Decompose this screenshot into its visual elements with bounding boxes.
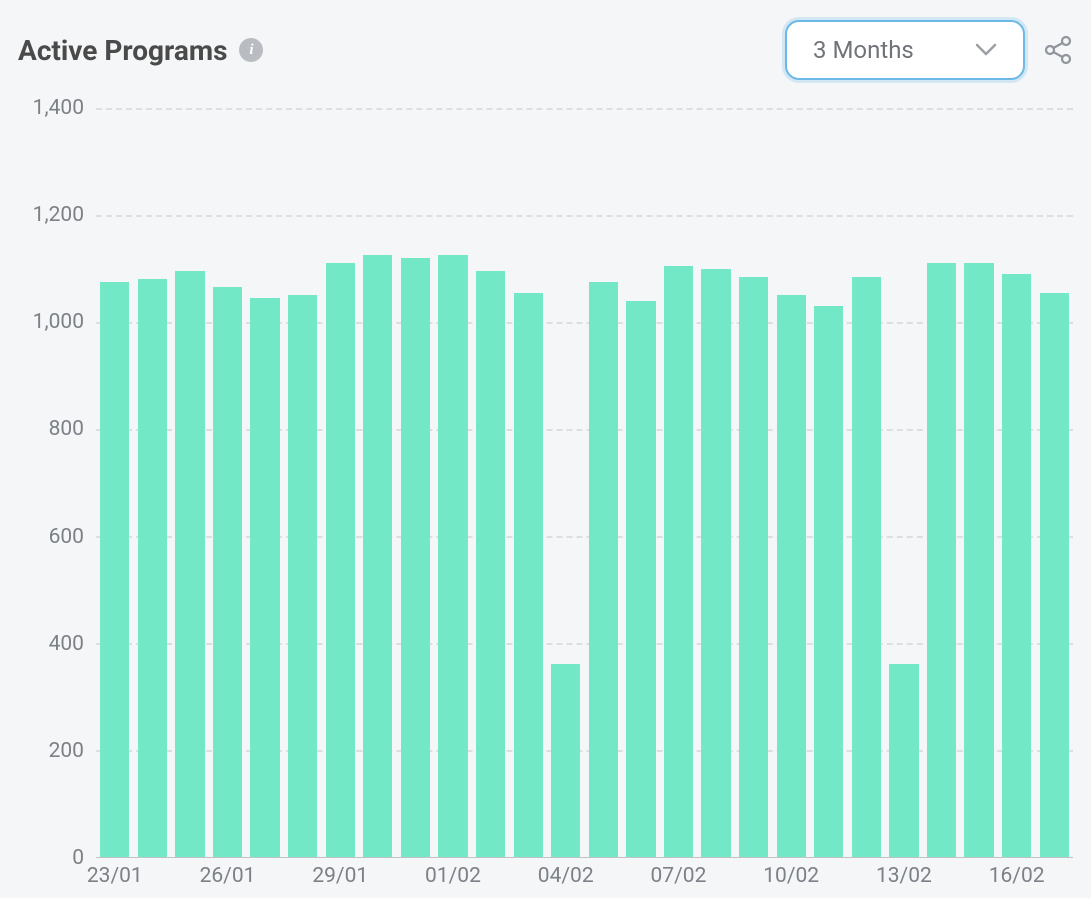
bar[interactable] <box>476 271 505 857</box>
chevron-down-icon <box>975 43 997 57</box>
bar-slot <box>246 108 284 857</box>
widget-title: Active Programs <box>18 34 227 67</box>
x-tick-label: 29/01 <box>312 864 368 888</box>
timerange-dropdown[interactable]: 3 Months <box>785 20 1025 80</box>
info-icon[interactable]: i <box>239 38 263 62</box>
bar-slot <box>923 108 961 857</box>
x-tick-label: 23/01 <box>87 864 143 888</box>
bar-slot <box>998 108 1036 857</box>
bar[interactable] <box>701 269 730 858</box>
bar[interactable] <box>814 306 843 857</box>
x-tick-label: 13/02 <box>876 864 932 888</box>
x-tick-label: 26/01 <box>200 864 256 888</box>
bar[interactable] <box>626 301 655 857</box>
bar-slot <box>171 108 209 857</box>
bar-slot <box>321 108 359 857</box>
bar[interactable] <box>100 282 129 857</box>
title-container: Active Programs i <box>18 34 263 67</box>
y-tick-label: 1,400 <box>33 96 84 120</box>
bar-slot <box>1035 108 1073 857</box>
bar[interactable] <box>777 295 806 857</box>
bar[interactable] <box>326 263 355 857</box>
bar-slot <box>284 108 322 857</box>
bar-slot <box>885 108 923 857</box>
bar[interactable] <box>964 263 993 857</box>
bar-slot <box>434 108 472 857</box>
bar-slot <box>397 108 435 857</box>
y-tick-label: 0 <box>72 846 84 870</box>
bar-slot <box>472 108 510 857</box>
bar[interactable] <box>1040 293 1069 857</box>
bar-slot <box>772 108 810 857</box>
y-tick: 1,400 <box>18 96 96 120</box>
bar[interactable] <box>927 263 956 857</box>
y-tick-label: 1,000 <box>33 310 84 334</box>
chart-area: 02004006008001,0001,2001,400 23/0126/012… <box>18 108 1073 898</box>
bar-slot <box>359 108 397 857</box>
header-actions: 3 Months <box>785 20 1073 80</box>
plot-area <box>96 108 1073 858</box>
bar[interactable] <box>852 277 881 857</box>
bar[interactable] <box>889 664 918 857</box>
y-axis: 02004006008001,0001,2001,400 <box>18 108 96 858</box>
bar[interactable] <box>138 279 167 857</box>
y-tick-label: 600 <box>49 525 84 549</box>
x-tick-label: 10/02 <box>763 864 819 888</box>
y-tick: 0 <box>18 846 96 870</box>
x-tick-label: 01/02 <box>425 864 481 888</box>
bars-container <box>96 108 1073 857</box>
bar-slot <box>660 108 698 857</box>
y-tick-label: 800 <box>49 417 84 441</box>
bar[interactable] <box>551 664 580 857</box>
bar[interactable] <box>401 258 430 857</box>
share-icon[interactable] <box>1043 35 1073 65</box>
bar[interactable] <box>175 271 204 857</box>
bar-slot <box>697 108 735 857</box>
bar[interactable] <box>514 293 543 857</box>
widget-header: Active Programs i 3 Months <box>18 20 1073 80</box>
bar-slot <box>209 108 247 857</box>
bar[interactable] <box>213 287 242 857</box>
bar[interactable] <box>288 295 317 857</box>
bar-slot <box>735 108 773 857</box>
bar-slot <box>848 108 886 857</box>
y-tick-label: 200 <box>49 739 84 763</box>
y-tick: 600 <box>18 525 96 549</box>
active-programs-widget: Active Programs i 3 Months 020 <box>0 0 1091 895</box>
x-tick-label: 04/02 <box>538 864 594 888</box>
bar-slot <box>960 108 998 857</box>
bar[interactable] <box>363 255 392 857</box>
x-tick-label: 07/02 <box>651 864 707 888</box>
bar-slot <box>134 108 172 857</box>
y-tick: 200 <box>18 739 96 763</box>
bar-slot <box>96 108 134 857</box>
bar-slot <box>622 108 660 857</box>
y-tick: 800 <box>18 417 96 441</box>
bar[interactable] <box>739 277 768 857</box>
timerange-label: 3 Months <box>813 36 914 64</box>
bar-slot <box>585 108 623 857</box>
bar-slot <box>810 108 848 857</box>
bar[interactable] <box>664 266 693 857</box>
y-tick: 1,200 <box>18 203 96 227</box>
bar[interactable] <box>438 255 467 857</box>
y-tick-label: 400 <box>49 632 84 656</box>
y-tick-label: 1,200 <box>33 203 84 227</box>
bar[interactable] <box>1002 274 1031 857</box>
y-tick: 1,000 <box>18 310 96 334</box>
x-axis: 23/0126/0129/0101/0204/0207/0210/0213/02… <box>96 858 1073 898</box>
bar[interactable] <box>250 298 279 857</box>
bar-slot <box>509 108 547 857</box>
x-tick-label: 16/02 <box>989 864 1045 888</box>
bar-slot <box>547 108 585 857</box>
y-tick: 400 <box>18 632 96 656</box>
bar[interactable] <box>589 282 618 857</box>
